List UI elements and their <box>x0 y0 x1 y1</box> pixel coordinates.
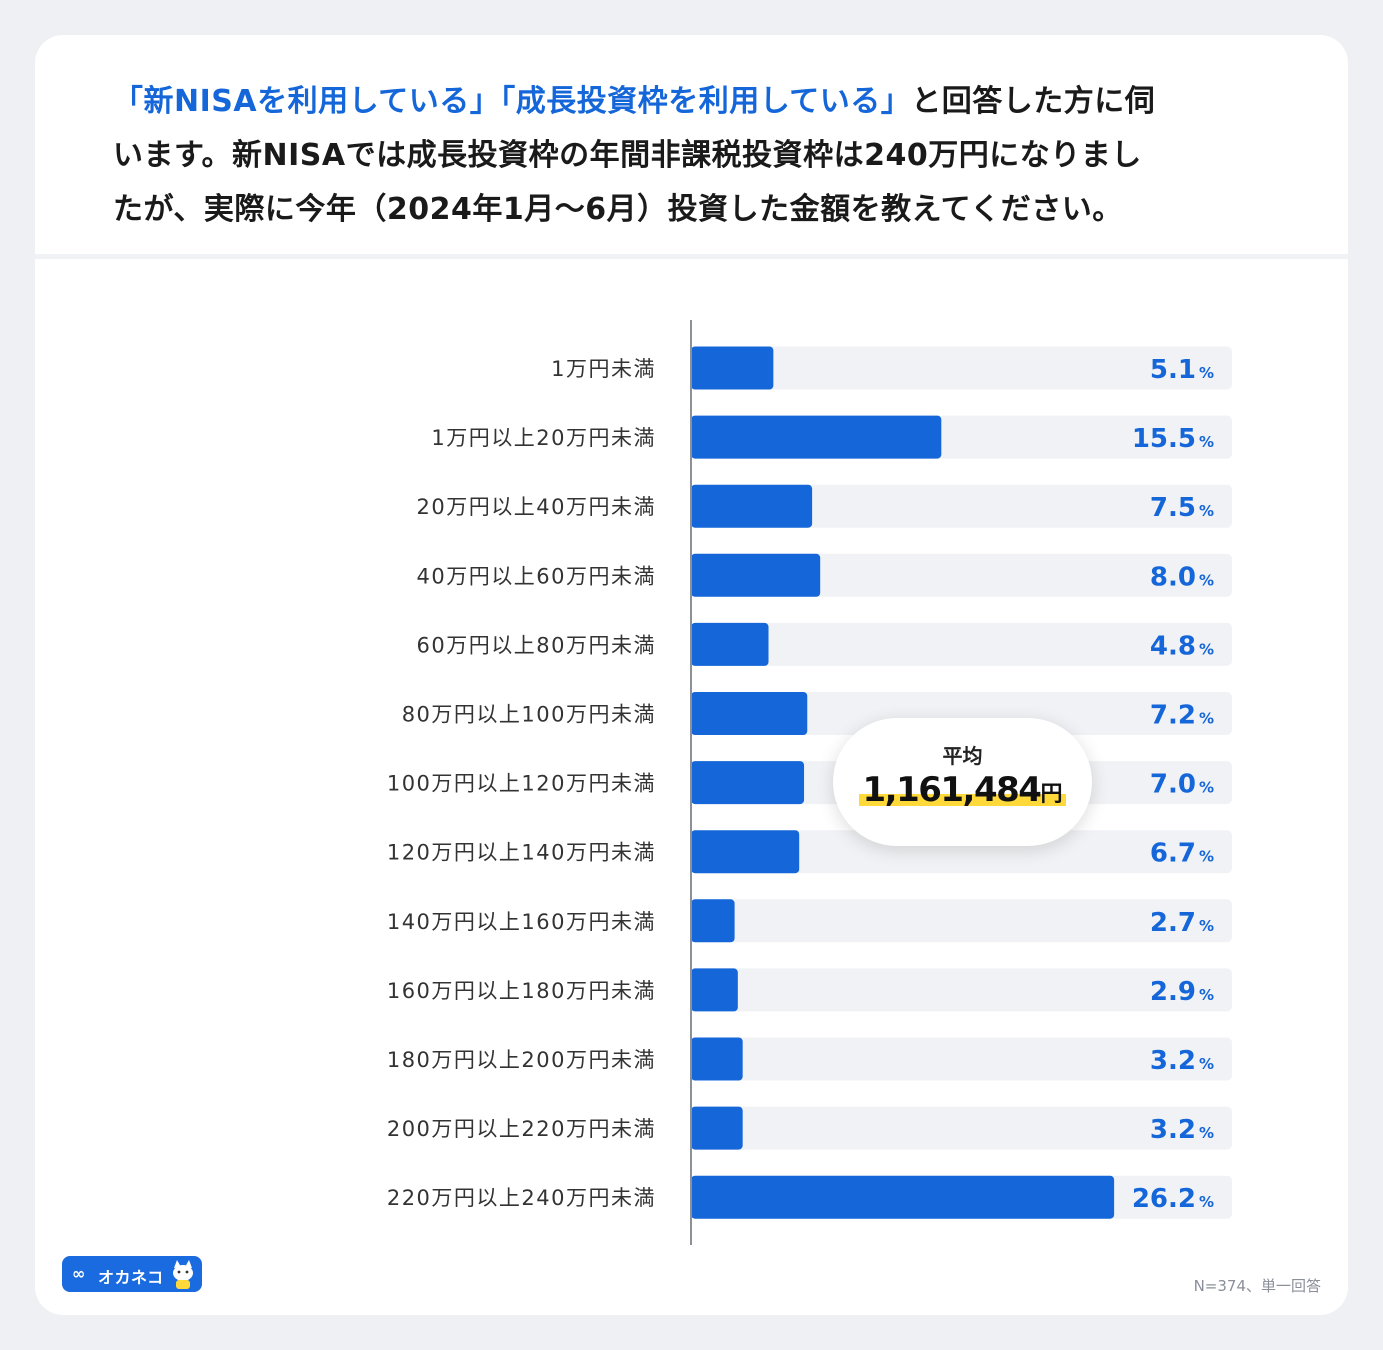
bar-track <box>691 346 1232 390</box>
bar <box>691 830 800 874</box>
percent-label: 5.1% <box>1150 355 1214 385</box>
bar-track <box>691 830 1232 874</box>
bar <box>691 1037 743 1081</box>
question-highlight: 「新NISAを利用している」「成長投資枠を利用している」 <box>113 84 912 119</box>
category-label: 100万円以上120万円未満 <box>387 772 656 796</box>
average-value: 1,161,484 <box>862 770 1042 810</box>
percent-label: 8.0% <box>1150 562 1214 592</box>
bar-track <box>691 899 1232 943</box>
bar-track <box>691 1037 1232 1081</box>
percent-label: 7.0% <box>1150 770 1214 800</box>
bar <box>691 761 805 805</box>
bar-track <box>691 553 1232 597</box>
percent-label: 6.7% <box>1150 839 1214 869</box>
percent-label: 26.2% <box>1132 1184 1214 1214</box>
bar-track <box>691 622 1232 666</box>
bar <box>691 622 769 666</box>
category-label: 140万円以上160万円未満 <box>387 910 656 934</box>
bar-track <box>691 968 1232 1012</box>
percent-label: 3.2% <box>1150 1115 1214 1145</box>
category-label: 160万円以上180万円未満 <box>387 979 656 1003</box>
category-label: 80万円以上100万円未満 <box>402 703 656 727</box>
bar-track <box>691 1106 1232 1150</box>
percent-label: 2.7% <box>1150 908 1214 938</box>
percent-label: 15.5% <box>1132 424 1214 454</box>
cat-mascot-icon <box>173 1260 193 1289</box>
category-label: 180万円以上200万円未満 <box>387 1048 656 1072</box>
bar <box>691 553 821 597</box>
question-line2: います。新NISAでは成長投資枠の年間非課税投資枠は240万円になりまし <box>113 138 1142 173</box>
bar-track <box>691 484 1232 528</box>
sample-note: N=374、単一回答 <box>1193 1277 1321 1295</box>
bar <box>691 484 813 528</box>
average-label: 平均 <box>942 744 983 768</box>
logo-text: オカネコ <box>98 1268 164 1287</box>
average-unit: 円 <box>1040 782 1063 807</box>
bar <box>691 1175 1115 1219</box>
bar <box>691 415 942 459</box>
percent-label: 2.9% <box>1150 977 1214 1007</box>
category-label: 20万円以上40万円未満 <box>417 495 656 519</box>
bar <box>691 692 808 735</box>
okaneko-logo: ∞ オカネコ <box>62 1256 202 1292</box>
question-line3: たが、実際に今年（2024年1月〜6月）投資した金額を教えてください。 <box>113 192 1123 227</box>
bar <box>691 899 735 943</box>
percent-label: 7.2% <box>1150 701 1214 731</box>
average-highlight-marker <box>858 794 1067 806</box>
percent-label: 7.5% <box>1150 493 1214 523</box>
percent-label: 4.8% <box>1150 631 1214 661</box>
average-badge: 平均 1,161,484円 <box>833 718 1092 846</box>
bar-track <box>691 692 1232 735</box>
infinity-icon: ∞ <box>72 1264 85 1283</box>
bar-chart: 1万円未満 5.1 % 1万円以上20万円未満 15.5 % 20万円以上40万円未満 7.5… <box>387 320 1232 1245</box>
percent-label: 3.2% <box>1150 1046 1214 1076</box>
question-text: 「新NISAを利用している」「成長投資枠を利用している」と回答した方に伺います。… <box>113 75 1270 237</box>
header-divider <box>35 254 1348 259</box>
question-header: 「新NISAを利用している」「成長投資枠を利用している」と回答した方に伺います。… <box>35 35 1348 255</box>
category-label: 220万円以上240万円未満 <box>387 1186 656 1210</box>
category-label: 1万円以上20万円未満 <box>431 426 656 450</box>
category-label: 120万円以上140万円未満 <box>387 841 656 865</box>
category-label: 40万円以上60万円未満 <box>417 564 656 588</box>
category-label: 1万円未満 <box>551 357 656 381</box>
question-part2: と回答した方に伺 <box>911 84 1156 119</box>
category-label: 200万円以上220万円未満 <box>387 1117 656 1141</box>
chart-card: 「新NISAを利用している」「成長投資枠を利用している」と回答した方に伺います。… <box>35 35 1348 1315</box>
bar <box>691 1106 743 1150</box>
bar <box>691 968 738 1012</box>
category-label: 60万円以上80万円未満 <box>417 633 656 657</box>
bar <box>691 346 774 390</box>
